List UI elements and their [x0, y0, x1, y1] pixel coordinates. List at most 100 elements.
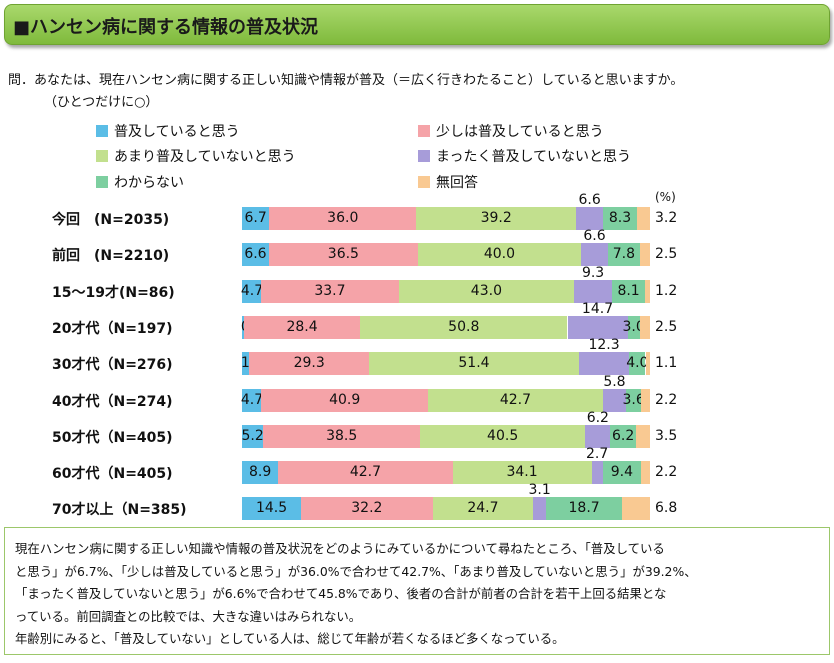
question-text: 問．あなたは、現在ハンセン病に関する正しい知識や情報が普及（＝広く行きわたること…: [8, 73, 684, 88]
bar-segment: [369, 352, 579, 376]
bar-segment: [602, 461, 642, 485]
data-label: 6.6: [583, 228, 606, 245]
data-label: 6.7: [244, 210, 267, 226]
data-label: 40.9: [329, 391, 361, 408]
bar-segment: [249, 352, 369, 376]
data-label: 6.2: [611, 427, 635, 444]
data-label: 18.7: [568, 500, 600, 517]
data-label: 5.8: [603, 373, 626, 390]
data-label: 8.3: [608, 210, 632, 226]
bar-segment: [629, 352, 646, 376]
bar-segment: [645, 352, 650, 376]
data-label: 12.3: [588, 337, 620, 354]
end-value-label: 2.2: [655, 391, 678, 408]
legend-label-2: 少しは普及していると思う: [436, 124, 604, 140]
bar-segment: [428, 388, 603, 412]
data-label: 29.3: [293, 355, 325, 372]
bar-segment: [585, 424, 611, 448]
legend-label-3: あまり普及していないと思う: [114, 149, 296, 165]
data-label: 2.7: [586, 446, 609, 463]
row-label: 40才代（N=274): [52, 393, 173, 410]
page-title: ■ハンセン病に関する情報の普及状況: [13, 17, 319, 38]
bar-segment: [242, 424, 264, 448]
end-value-label: 2.5: [655, 318, 678, 335]
row-label: 20才代（N=197): [52, 320, 173, 337]
bar-segment: [636, 207, 650, 230]
end-value-label: 1.1: [655, 355, 678, 372]
bar-segment: [591, 461, 603, 485]
bar-segment: [645, 279, 650, 303]
data-label: 32.2: [351, 500, 383, 517]
bar-segment: [581, 243, 608, 267]
data-label: 36.5: [327, 246, 359, 263]
question-instruction: （ひとつだけに○）: [44, 95, 159, 110]
bar-segment: [268, 243, 418, 267]
title-banner: ■ハンセン病に関する情報の普及状況: [4, 4, 830, 45]
data-label: 43.0: [470, 282, 502, 299]
legend-item-1: 普及していると思う: [96, 121, 240, 141]
legend-item-4: まったく普及していないと思う: [418, 146, 631, 166]
end-value-label: 6.8: [655, 500, 678, 517]
data-label: 50.8: [448, 318, 480, 335]
bar-segment: [263, 424, 421, 448]
legend-label-6: 無回答: [436, 175, 478, 191]
data-label: 24.7: [467, 500, 499, 517]
bar-segment: [627, 315, 640, 339]
bar-segment: [545, 497, 623, 521]
note-line: 現在ハンセン病に関する正しい知識や情報の普及状況をどのようにみているかについて尋…: [15, 541, 665, 556]
bar-segment: [242, 207, 270, 230]
bar-segment: [567, 315, 628, 339]
data-label: 8.1: [617, 282, 640, 299]
bar-segment: [641, 388, 650, 412]
bar-segment: [641, 461, 650, 485]
data-label: 28.4: [286, 318, 318, 335]
bar-segment: [417, 243, 582, 267]
bar-segment: [420, 424, 586, 448]
legend-label-5: わからない: [114, 175, 184, 191]
data-label: 51.4: [458, 355, 490, 372]
bar-segment: [607, 243, 640, 267]
bar-segment: [269, 207, 417, 230]
bar-segment: [242, 315, 245, 339]
data-label: 4.7: [240, 282, 264, 299]
row-label: 30才代（N=276): [52, 357, 173, 374]
legend-swatch-6: [418, 176, 430, 188]
bar-segment: [612, 279, 646, 303]
row-label: 50才代（N=405): [52, 429, 173, 446]
data-label: 3.0: [622, 318, 645, 335]
legend-swatch-1: [96, 125, 108, 137]
bar-segment: [639, 243, 650, 267]
legend-item-3: あまり普及していないと思う: [96, 146, 296, 166]
bar-segment: [576, 207, 604, 230]
bar-segment: [242, 497, 302, 521]
bar-segment: [398, 279, 575, 303]
bar-segment: [610, 424, 636, 448]
data-label: 38.5: [326, 427, 358, 444]
legend-swatch-2: [418, 125, 430, 137]
data-label: 6.2: [586, 409, 609, 426]
bar-segment: [452, 461, 592, 485]
unit-label: (%): [655, 190, 676, 204]
bar-segment: [242, 388, 262, 412]
data-label: 8.9: [249, 464, 272, 481]
data-label: 3.1: [528, 482, 551, 499]
data-label: 42.7: [349, 464, 381, 481]
bar-segment: [635, 424, 650, 448]
data-label: 9.3: [581, 264, 605, 281]
row-label: 15〜19才(N=86): [52, 284, 175, 301]
bar-segment: [242, 461, 279, 485]
note-line: っている。前回調査との比較では、大きな違いはみられない。: [15, 608, 362, 624]
data-label: 39.2: [480, 210, 512, 226]
legend-label-1: 普及していると思う: [114, 124, 240, 140]
legend-swatch-3: [96, 150, 108, 162]
data-label: 14.5: [255, 500, 288, 517]
note-line: と思う」が6.7%、「少しは普及していると思う」が36.0%で合わせて42.7%…: [15, 563, 697, 579]
bar-segment: [242, 243, 269, 267]
summary-note: 現在ハンセン病に関する正しい知識や情報の普及状況をどのようにみているかについて尋…: [4, 527, 830, 655]
bar-segment: [261, 388, 429, 412]
data-label: 3.6: [622, 391, 645, 408]
legend-swatch-4: [418, 150, 430, 162]
data-label: 9.4: [610, 464, 633, 481]
row-label: 70才以上（N=385): [52, 502, 187, 519]
bar-segment: [278, 461, 453, 485]
